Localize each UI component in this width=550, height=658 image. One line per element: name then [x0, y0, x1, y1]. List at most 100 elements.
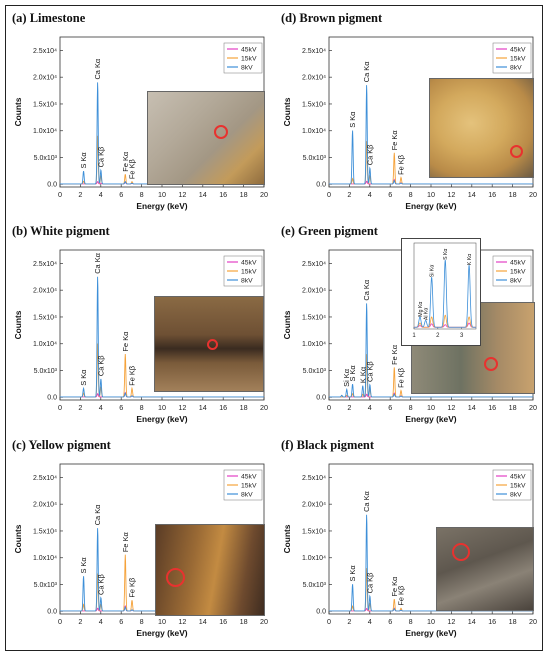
sample-photo [155, 524, 265, 616]
x-tick-label: 8 [409, 190, 413, 199]
panel-title: (d) Brown pigment [281, 11, 383, 25]
inset-peak-label: Mg Kα [418, 302, 424, 317]
peak-label: Fe Kβ [128, 366, 137, 386]
legend-label: 8kV [241, 278, 253, 285]
x-tick-label: 4 [368, 617, 372, 626]
x-tick-label: 12 [178, 617, 186, 626]
y-tick-label: 1.0x10⁴ [302, 128, 326, 135]
x-tick-label: 0 [58, 403, 62, 412]
y-tick-label: 2.0x10⁴ [33, 502, 57, 509]
x-tick-label: 0 [327, 403, 331, 412]
y-tick-label: 5.0x10³ [303, 582, 327, 589]
peak-label: Ca Kβ [96, 574, 105, 595]
x-tick-label: 2 [78, 617, 82, 626]
x-axis-label: Energy (keV) [136, 201, 187, 211]
legend-label: 45kV [241, 260, 257, 267]
x-tick-label: 16 [488, 403, 496, 412]
spectrum-chart: 0 2 4 6 8 10 12 14 16 18 20 0.0 5.0x10³ 1.0x10⁴ 1.5x10… [13, 249, 268, 424]
x-tick-label: 8 [409, 403, 413, 412]
panel-title: (c) Yellow pigment [12, 438, 111, 452]
inset-x-tick-label: 2 [436, 333, 440, 339]
x-tick-label: 18 [509, 617, 517, 626]
panel-title: (a) Limestone [12, 11, 86, 25]
peak-label: Fe Kβ [397, 368, 406, 388]
inset-peak-label: S Kα [443, 249, 449, 260]
y-tick-label: 5.0x10³ [34, 155, 58, 162]
x-tick-label: 8 [140, 403, 144, 412]
y-tick-label: 2.5x10⁴ [33, 475, 57, 482]
peak-label: Fe Kα [390, 576, 399, 597]
x-tick-label: 18 [240, 617, 248, 626]
x-tick-label: 14 [468, 617, 476, 626]
inset-x-tick-label: 3 [460, 333, 464, 339]
y-tick-label: 1.5x10⁴ [302, 528, 326, 535]
y-axis-label: Counts [13, 97, 23, 126]
figure-frame: (a) Limestone 0 2 4 6 8 10 12 14 16 18 20 0.0 5.0x10… [5, 5, 543, 651]
x-tick-label: 16 [488, 190, 496, 199]
x-tick-label: 16 [219, 617, 227, 626]
series-group [60, 276, 264, 398]
x-tick-label: 6 [388, 190, 392, 199]
y-tick-label: 5.0x10³ [34, 582, 58, 589]
sample-photo [147, 91, 265, 185]
x-axis-label: Energy (keV) [136, 628, 187, 638]
peak-label: S Kα [79, 369, 88, 386]
x-tick-label: 6 [119, 617, 123, 626]
x-tick-label: 4 [368, 190, 372, 199]
x-tick-label: 20 [260, 403, 268, 412]
x-tick-label: 6 [388, 403, 392, 412]
x-tick-label: 18 [240, 190, 248, 199]
peak-label: Ca Kα [93, 252, 102, 273]
y-axis-label: Counts [282, 310, 292, 339]
x-tick-label: 4 [99, 190, 103, 199]
x-tick-label: 20 [260, 617, 268, 626]
inset-zoom-plot: 1 2 3 Mg Kα Al Kα Si Kα S Kα K Kα [401, 238, 481, 346]
panel-limestone: (a) Limestone 0 2 4 6 8 10 12 14 16 18 20 0.0 5.0x10… [12, 11, 274, 216]
x-tick-label: 12 [447, 190, 455, 199]
legend-label: 8kV [510, 492, 522, 499]
sample-photo [429, 78, 534, 178]
y-tick-label: 5.0x10³ [303, 155, 327, 162]
x-tick-label: 12 [447, 617, 455, 626]
panel-green-pigment: (e) Green pigment 0 2 4 6 8 10 12 14 16 18 20 0.0 5.… [281, 224, 543, 429]
y-tick-label: 2.0x10⁴ [302, 288, 326, 295]
x-tick-label: 0 [58, 190, 62, 199]
peak-label: S Kα [348, 111, 357, 128]
series-line-8kV [329, 85, 533, 185]
legend-label: 8kV [241, 492, 253, 499]
panel-white-pigment: (b) White pigment 0 2 4 6 8 10 12 14 16 18 20 0.0 5.… [12, 224, 274, 429]
x-tick-label: 0 [327, 190, 331, 199]
peak-label: K Kα [358, 366, 367, 383]
x-tick-label: 20 [529, 190, 537, 199]
peak-label: Si Kα [342, 368, 351, 387]
series-line-8kV [60, 276, 264, 398]
y-tick-label: 1.0x10⁴ [33, 555, 57, 562]
x-tick-label: 2 [347, 403, 351, 412]
peak-label: Ca Kβ [96, 355, 105, 376]
y-tick-label: 1.0x10⁴ [302, 341, 326, 348]
spectrum-chart: 0 2 4 6 8 10 12 14 16 18 20 0.0 5.0x10³ 1.0x10⁴ 1.5x10… [282, 36, 537, 211]
y-tick-label: 2.5x10⁴ [302, 261, 326, 268]
y-tick-label: 2.0x10⁴ [33, 288, 57, 295]
x-tick-label: 18 [509, 190, 517, 199]
x-tick-label: 4 [99, 403, 103, 412]
y-tick-label: 1.5x10⁴ [33, 101, 57, 108]
y-tick-label: 5.0x10³ [34, 368, 58, 375]
peak-label: S Kα [348, 365, 357, 382]
peak-label: Fe Kβ [128, 578, 137, 598]
peak-label: Ca Kβ [365, 361, 374, 382]
x-tick-label: 4 [368, 403, 372, 412]
legend: 45kV 15kV 8kV [223, 255, 263, 287]
x-tick-label: 0 [58, 617, 62, 626]
y-tick-label: 1.5x10⁴ [33, 528, 57, 535]
sample-location-marker [214, 125, 228, 139]
x-tick-label: 10 [158, 403, 166, 412]
y-tick-label: 2.0x10⁴ [302, 75, 326, 82]
panel-black-pigment: (f) Black pigment 0 2 4 6 8 10 12 14 16 18 20 0.0 5.… [281, 438, 543, 643]
inset-frame [413, 242, 477, 330]
y-axis-label: Counts [282, 97, 292, 126]
peak-label: Fe Kα [121, 151, 130, 172]
x-tick-label: 18 [240, 403, 248, 412]
x-tick-label: 2 [78, 190, 82, 199]
x-axis-label: Energy (keV) [136, 414, 187, 424]
